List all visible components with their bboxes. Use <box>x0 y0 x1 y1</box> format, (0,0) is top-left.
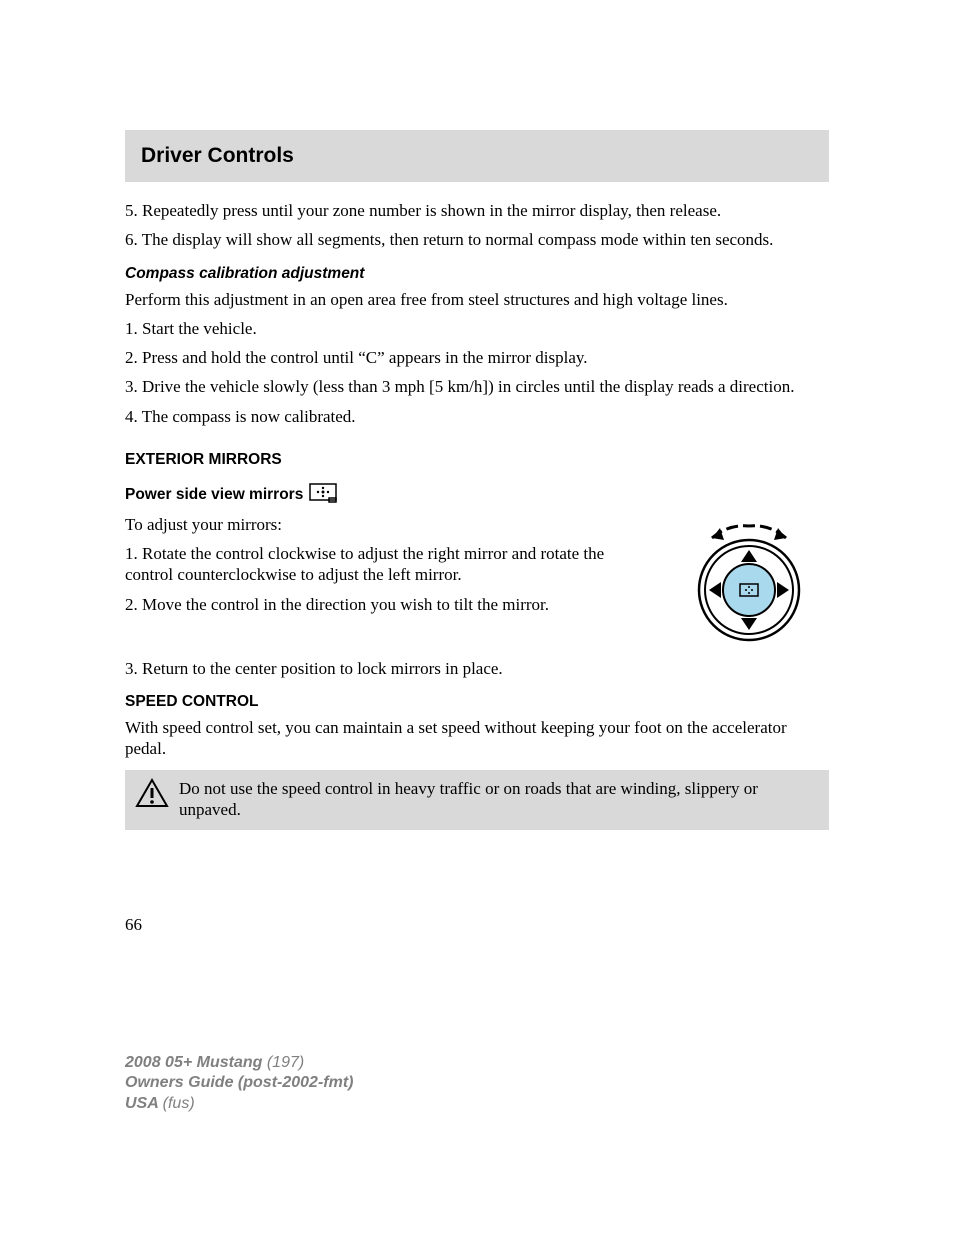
footer-line-2: Owners Guide (post-2002-fmt) <box>125 1073 353 1094</box>
step-6: 6. The display will show all segments, t… <box>125 229 829 250</box>
mirror-text-column: To adjust your mirrors: 1. Rotate the co… <box>125 514 649 623</box>
footer-block: 2008 05+ Mustang (197) Owners Guide (pos… <box>125 1053 353 1115</box>
mirror-step-3: 3. Return to the center position to lock… <box>125 658 829 679</box>
compass-step-4: 4. The compass is now calibrated. <box>125 406 829 427</box>
warning-text: Do not use the speed control in heavy tr… <box>179 778 817 821</box>
power-mirrors-heading: Power side view mirrors <box>125 486 303 504</box>
mirror-control-icon <box>309 483 337 508</box>
manual-page: Driver Controls 5. Repeatedly press unti… <box>0 0 954 830</box>
footer-line-3: USA (fus) <box>125 1094 353 1115</box>
footer-model: 2008 05+ Mustang <box>125 1054 267 1071</box>
warning-triangle-icon <box>135 778 169 813</box>
mirror-intro: To adjust your mirrors: <box>125 514 649 535</box>
section-header-bar: Driver Controls <box>125 130 829 182</box>
footer-region-code: (fus) <box>163 1095 195 1112</box>
compass-heading: Compass calibration adjustment <box>125 265 829 283</box>
mirror-control-diagram <box>669 514 829 658</box>
mirror-step-1: 1. Rotate the control clockwise to adjus… <box>125 543 649 586</box>
footer-region: USA <box>125 1095 163 1112</box>
compass-intro: Perform this adjustment in an open area … <box>125 289 829 310</box>
compass-step-3: 3. Drive the vehicle slowly (less than 3… <box>125 376 829 397</box>
compass-step-2: 2. Press and hold the control until “C” … <box>125 347 829 368</box>
footer-line-1: 2008 05+ Mustang (197) <box>125 1053 353 1074</box>
page-number: 66 <box>125 915 142 935</box>
mirror-section: To adjust your mirrors: 1. Rotate the co… <box>125 514 829 658</box>
step-5: 5. Repeatedly press until your zone numb… <box>125 200 829 221</box>
speed-intro: With speed control set, you can maintain… <box>125 717 829 760</box>
power-mirrors-heading-row: Power side view mirrors <box>125 483 829 508</box>
exterior-heading: EXTERIOR MIRRORS <box>125 451 829 469</box>
speed-heading: SPEED CONTROL <box>125 693 829 711</box>
footer-code: (197) <box>267 1054 304 1071</box>
mirror-step-2: 2. Move the control in the direction you… <box>125 594 649 615</box>
warning-box: Do not use the speed control in heavy tr… <box>125 770 829 831</box>
compass-step-1: 1. Start the vehicle. <box>125 318 829 339</box>
section-title: Driver Controls <box>141 144 813 168</box>
